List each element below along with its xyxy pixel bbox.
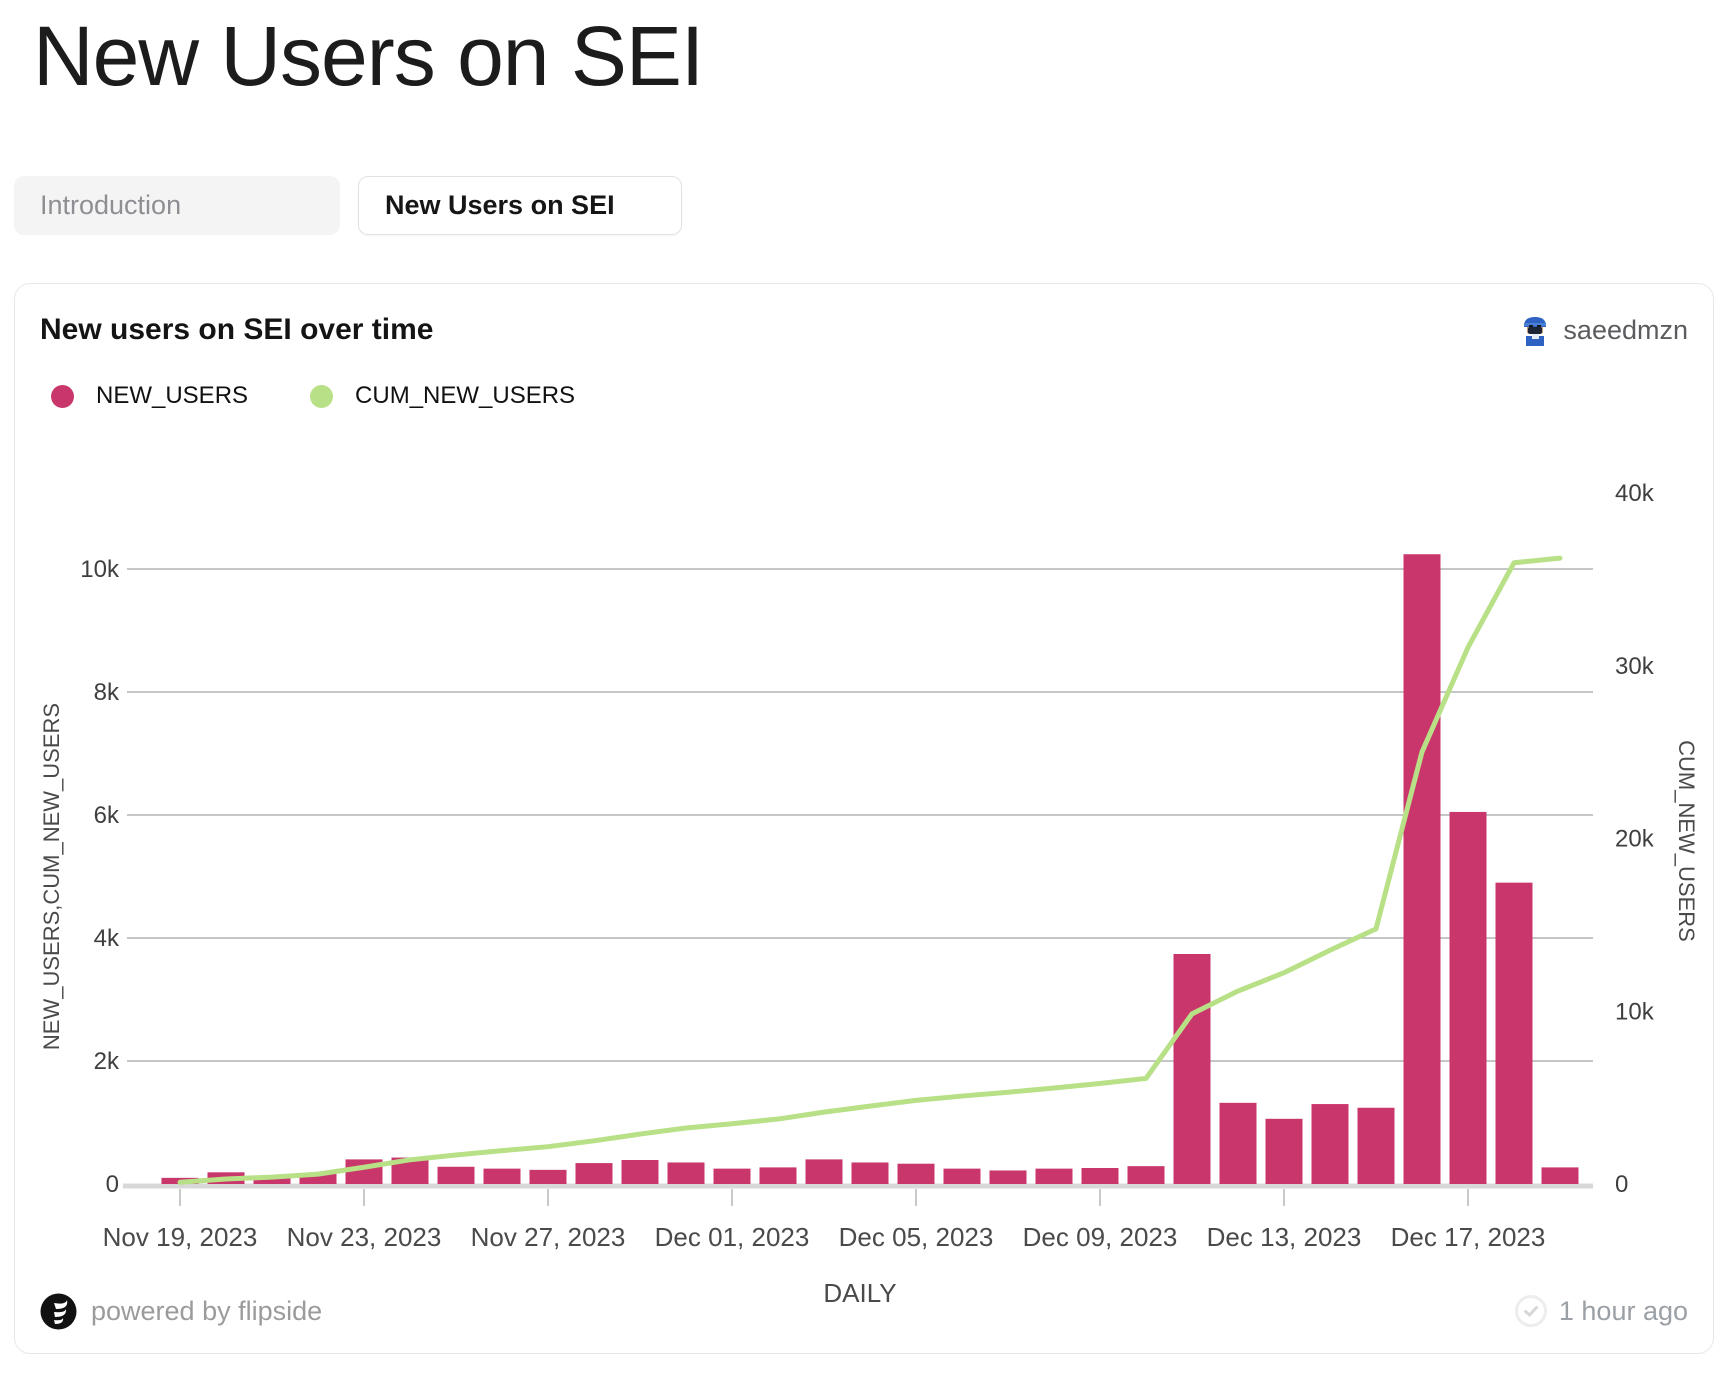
chart-card-footer: powered by flipside 1 hour ago [40, 1289, 1688, 1333]
tab-bar: Introduction New Users on SEI [14, 176, 682, 235]
bar-new-users [1081, 1168, 1119, 1184]
author-name[interactable]: saeedmzn [1563, 314, 1688, 345]
right-axis-title: CUM_NEW_USERS [1674, 740, 1699, 942]
left-axis-title: NEW_USERS,CUM_NEW_USERS [39, 703, 64, 1050]
legend-label-new-users: NEW_USERS [96, 382, 249, 409]
last-updated-status: 1 hour ago [1514, 1295, 1688, 1327]
legend-item-new-users[interactable]: NEW_USERS [51, 382, 248, 410]
bar-new-users [1541, 1167, 1579, 1184]
cum-new-users-swatch-icon [310, 384, 334, 408]
bar-new-users [667, 1162, 705, 1184]
x-axis-tick-label: Nov 27, 2023 [471, 1222, 626, 1252]
bar-new-users [437, 1166, 475, 1184]
bar-new-users [1449, 811, 1487, 1184]
line-cum-new-users [177, 555, 1563, 1185]
x-axis-tick-label: Dec 17, 2023 [1391, 1222, 1546, 1252]
check-circle-icon [1514, 1295, 1547, 1327]
x-axis-tick-label: Dec 05, 2023 [839, 1222, 994, 1252]
bar-new-users [1219, 1102, 1257, 1184]
tab-introduction-label: Introduction [40, 190, 182, 220]
left-axis-tick-label: 8k [94, 679, 120, 706]
chart-legend: NEW_USERS CUM_NEW_USERS [51, 382, 575, 410]
right-axis-tick-label: 30k [1615, 653, 1655, 680]
bar-new-users [1173, 953, 1211, 1184]
x-axis-title: DAILY [823, 1278, 896, 1308]
avatar-image [1519, 314, 1552, 346]
legend-label-cum-new-users: CUM_NEW_USERS [355, 382, 576, 409]
bar-new-users [1357, 1107, 1395, 1184]
bar-new-users [483, 1168, 521, 1184]
chart-card-header: New users on SEI over time s [40, 310, 1688, 350]
bar-new-users [759, 1167, 797, 1184]
left-axis-tick-label: 2k [94, 1048, 120, 1075]
powered-by-label: powered by flipside [91, 1295, 323, 1326]
chart-title: New users on SEI over time [40, 313, 434, 346]
right-axis-tick-label: 20k [1615, 826, 1655, 853]
author-byline: saeedmzn [1519, 314, 1688, 346]
bar-new-users [529, 1169, 567, 1184]
bar-new-users [713, 1168, 751, 1184]
tab-new-users-label: New Users on SEI [385, 190, 615, 220]
chart-canvas: 0 2k 4k 6k 8k 10k 0 10k 20k 30k 40k Nov 19, 2023 Nov… [39, 480, 1699, 1308]
bar-new-users [943, 1168, 981, 1184]
page-title: New Users on SEI [33, 9, 704, 103]
x-axis-tick-label: Nov 23, 2023 [287, 1222, 442, 1252]
x-axis-tick-label: Dec 09, 2023 [1023, 1222, 1178, 1252]
x-axis-tick-label: Dec 13, 2023 [1207, 1222, 1362, 1252]
flipside-logo-icon [40, 1293, 77, 1329]
right-axis-tick-label: 40k [1615, 480, 1655, 507]
bar-new-users [575, 1163, 613, 1184]
bar-new-users [253, 1177, 291, 1184]
bar-new-users [1127, 1166, 1165, 1184]
bar-new-users [1035, 1168, 1073, 1184]
bar-new-users [805, 1159, 843, 1184]
bar-new-users [1403, 554, 1441, 1184]
left-axis-tick-label: 0 [106, 1171, 119, 1198]
x-axis-tick-label: Nov 19, 2023 [103, 1222, 258, 1252]
right-axis-tick-label: 10k [1615, 998, 1655, 1025]
bar-new-users [989, 1170, 1027, 1184]
bar-new-users [1311, 1104, 1349, 1184]
tab-introduction[interactable]: Introduction [14, 176, 340, 235]
bar-new-users [299, 1173, 337, 1184]
last-updated-label: 1 hour ago [1558, 1295, 1688, 1326]
left-axis-tick-label: 6k [94, 802, 120, 829]
bar-new-users [851, 1162, 889, 1184]
x-axis-tick-label: Dec 01, 2023 [655, 1222, 810, 1252]
tab-new-users-on-sei[interactable]: New Users on SEI [358, 176, 682, 235]
left-axis-tick-label: 10k [80, 556, 120, 583]
bar-new-users [1495, 882, 1533, 1184]
legend-item-cum-new-users[interactable]: CUM_NEW_USERS [310, 382, 575, 410]
new-users-swatch-icon [51, 384, 74, 408]
right-axis-tick-label: 0 [1615, 1171, 1628, 1198]
bar-new-users [897, 1163, 935, 1184]
avatar[interactable] [1519, 314, 1552, 346]
chart-card: New users on SEI over time s [14, 283, 1714, 1354]
bar-new-users [1265, 1118, 1303, 1184]
powered-by-flipside-link[interactable]: powered by flipside [40, 1293, 322, 1330]
left-axis-tick-label: 4k [94, 925, 120, 952]
bar-new-users [621, 1160, 659, 1184]
